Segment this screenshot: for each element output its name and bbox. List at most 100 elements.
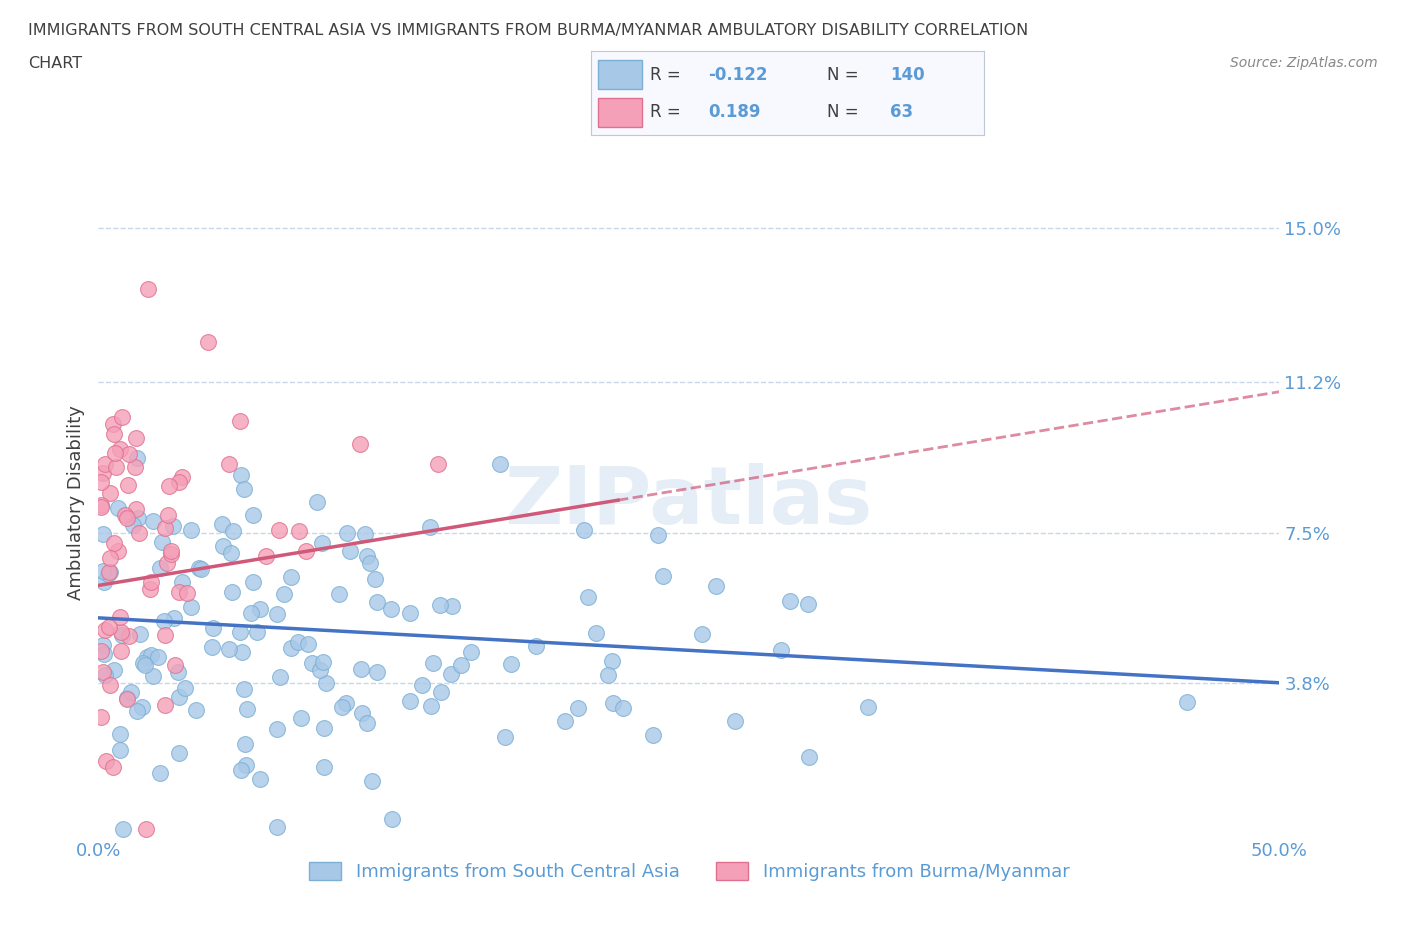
Y-axis label: Ambulatory Disability: Ambulatory Disability (66, 405, 84, 600)
Point (125, 502, 148, 517)
Point (93, 575, 115, 590)
Point (139, 647, 162, 662)
Point (651, 568, 673, 583)
Point (104, 445, 127, 460)
Point (297, 637, 319, 652)
Point (127, 511, 149, 525)
Point (287, 634, 309, 649)
Point (600, 654, 623, 669)
Point (98, 677, 121, 692)
Point (219, 546, 242, 561)
Point (110, 624, 132, 639)
Point (494, 730, 516, 745)
Point (129, 627, 152, 642)
Point (1175, 695, 1198, 710)
Point (218, 642, 240, 657)
Point (149, 560, 172, 575)
Point (115, 691, 138, 706)
Point (240, 605, 263, 620)
Point (94, 667, 117, 682)
Point (125, 704, 148, 719)
Point (266, 722, 288, 737)
Text: Source: ZipAtlas.com: Source: ZipAtlas.com (1230, 56, 1378, 70)
Point (398, 694, 420, 709)
Point (141, 574, 163, 589)
Text: ZIPatlas: ZIPatlas (505, 463, 873, 541)
Point (312, 721, 335, 736)
Point (165, 658, 187, 672)
FancyBboxPatch shape (599, 98, 641, 127)
Point (460, 644, 482, 659)
Point (249, 772, 271, 787)
Point (233, 737, 256, 751)
Text: -0.122: -0.122 (709, 66, 768, 84)
Point (596, 668, 619, 683)
Point (104, 460, 127, 475)
Point (301, 656, 323, 671)
Point (229, 625, 252, 640)
Point (98, 485, 121, 500)
Point (157, 508, 180, 523)
Point (290, 711, 312, 725)
Point (612, 700, 634, 715)
Point (167, 585, 190, 600)
Legend: Immigrants from South Central Asia, Immigrants from Burma/Myanmar: Immigrants from South Central Asia, Immi… (301, 855, 1077, 888)
Point (221, 585, 243, 600)
Point (128, 525, 150, 540)
Point (524, 639, 547, 654)
Point (360, 774, 382, 789)
Point (706, 578, 728, 593)
Point (249, 602, 271, 617)
Point (236, 701, 259, 716)
Point (118, 447, 141, 462)
Point (380, 602, 402, 617)
Point (273, 587, 295, 602)
FancyBboxPatch shape (599, 60, 641, 89)
Point (353, 526, 375, 541)
Point (430, 685, 453, 700)
Point (98, 565, 121, 579)
Point (153, 698, 176, 712)
Point (201, 621, 224, 636)
Point (280, 641, 302, 656)
Point (311, 536, 333, 551)
Point (335, 695, 357, 710)
Point (94, 456, 117, 471)
Point (167, 689, 190, 704)
Point (174, 680, 197, 695)
Point (246, 625, 269, 640)
Point (180, 600, 202, 615)
Point (411, 678, 433, 693)
Point (440, 599, 463, 614)
Text: N =: N = (827, 66, 858, 84)
Point (356, 716, 378, 731)
Point (211, 516, 233, 531)
Point (352, 706, 374, 721)
Point (120, 685, 142, 700)
Point (163, 610, 186, 625)
Text: 63: 63 (890, 103, 912, 121)
Point (149, 765, 172, 780)
Text: R =: R = (650, 66, 681, 84)
Point (136, 650, 159, 665)
Point (90, 474, 112, 489)
Point (107, 543, 129, 558)
Point (724, 713, 747, 728)
Point (169, 746, 191, 761)
Point (180, 523, 202, 538)
Point (440, 667, 463, 682)
Point (103, 536, 125, 551)
Point (159, 479, 181, 494)
Point (118, 628, 141, 643)
Point (111, 821, 134, 836)
Point (117, 511, 139, 525)
Point (138, 282, 160, 297)
Point (572, 523, 595, 538)
Point (201, 640, 224, 655)
Point (295, 543, 318, 558)
Point (170, 470, 193, 485)
Point (142, 513, 165, 528)
Point (146, 650, 169, 665)
Point (336, 525, 359, 540)
Point (115, 691, 138, 706)
